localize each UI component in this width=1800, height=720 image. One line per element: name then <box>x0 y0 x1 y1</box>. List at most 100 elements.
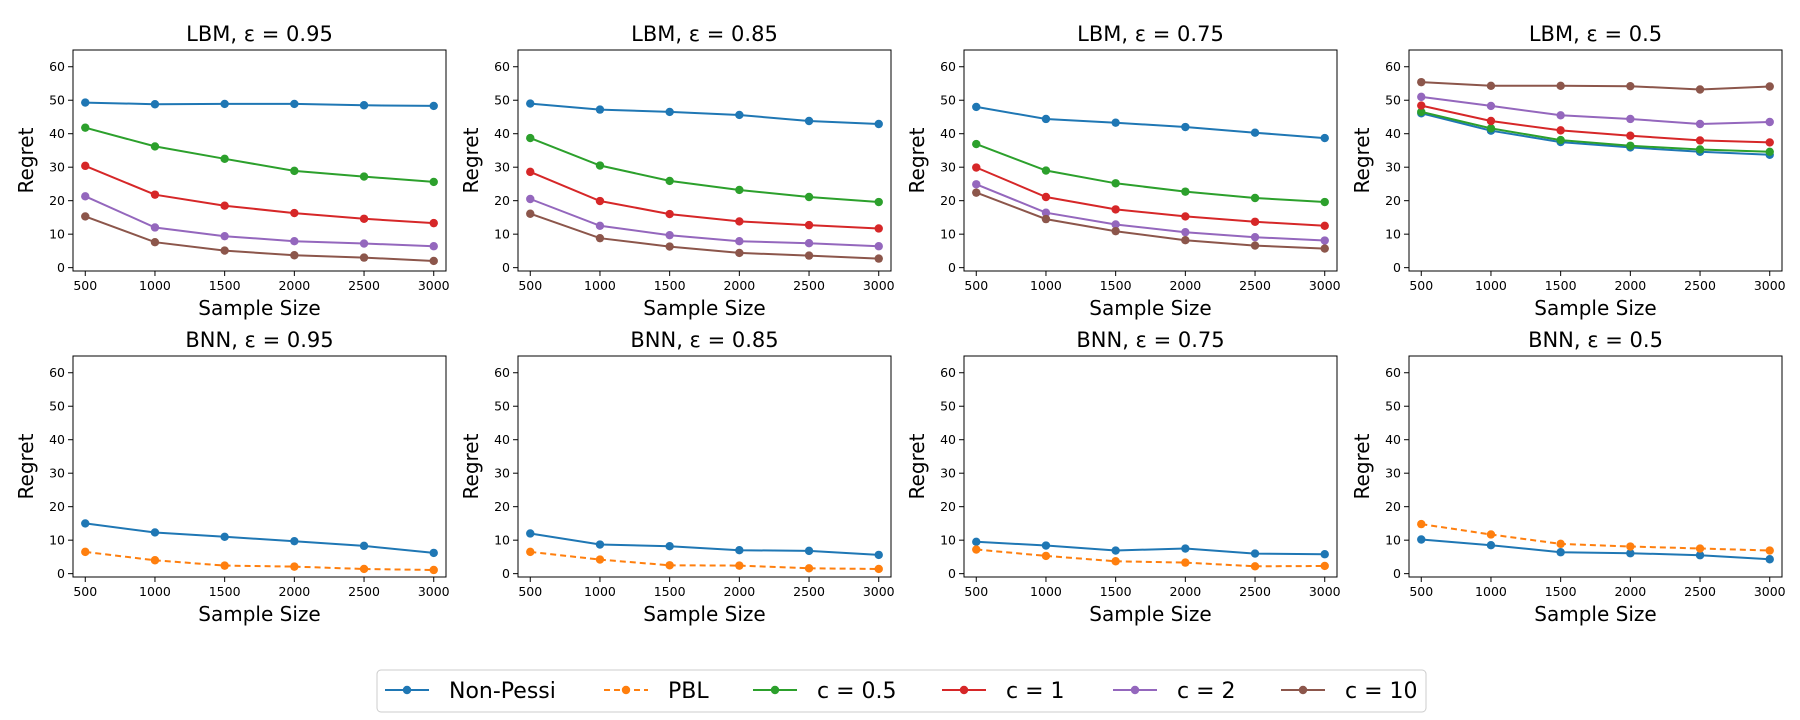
series-non-pessi <box>81 519 438 558</box>
y-tick-label: 40 <box>494 126 510 141</box>
panel-title: LBM, ε = 0.75 <box>1077 22 1224 46</box>
x-tick-label: 1000 <box>1475 584 1507 599</box>
series-non-pessi <box>972 102 1329 143</box>
y-tick-label: 40 <box>1385 126 1401 141</box>
data-point <box>1181 212 1190 221</box>
data-point <box>290 562 299 571</box>
x-tick-label: 3000 <box>418 584 450 599</box>
data-point <box>595 233 605 243</box>
panel-title: BNN, ε = 0.85 <box>630 328 778 352</box>
data-point <box>150 223 160 232</box>
data-point <box>1181 235 1190 245</box>
series-pbl <box>972 545 1329 571</box>
data-point <box>1417 107 1426 117</box>
data-point <box>81 98 90 107</box>
series-non-pessi <box>526 99 883 129</box>
data-point <box>735 217 744 226</box>
series-c-0-5 <box>526 133 883 207</box>
data-point <box>1417 77 1426 87</box>
x-tick-label: 2500 <box>1684 584 1716 599</box>
y-axis-label: Regret <box>14 433 38 499</box>
y-tick-label: 50 <box>49 93 65 108</box>
x-tick-label: 2000 <box>1614 584 1646 599</box>
x-tick-label: 3000 <box>1754 584 1786 599</box>
x-tick-label: 500 <box>964 278 988 293</box>
y-tick-label: 60 <box>49 365 65 380</box>
x-tick-label: 2500 <box>793 278 825 293</box>
x-tick-label: 2500 <box>1239 584 1271 599</box>
y-tick-label: 50 <box>940 93 956 108</box>
panel-4: LBM, ε = 0.5 500 1000 1500 2000 2500 3000 0 10 20… <box>1350 22 1786 320</box>
y-tick-label: 30 <box>1385 160 1401 175</box>
data-point <box>1765 82 1774 91</box>
x-tick-label: 2500 <box>348 278 380 293</box>
y-tick-label: 0 <box>1393 260 1401 275</box>
legend-entry-pbl: PBL <box>604 679 709 704</box>
data-point <box>1250 128 1260 137</box>
data-point <box>429 101 438 111</box>
x-tick-label: 1000 <box>1030 278 1062 293</box>
data-point <box>81 161 90 171</box>
y-tick-label: 20 <box>494 193 510 208</box>
x-tick-label: 2000 <box>723 278 755 293</box>
series-non-pessi <box>81 98 438 111</box>
x-tick-label: 2500 <box>1684 278 1716 293</box>
data-point <box>359 564 369 574</box>
data-point <box>1556 81 1565 91</box>
y-tick-label: 20 <box>940 193 956 208</box>
data-point <box>1765 147 1774 156</box>
x-tick-label: 2000 <box>1169 584 1201 599</box>
y-tick-label: 40 <box>49 126 65 141</box>
x-tick-label: 500 <box>73 584 97 599</box>
data-point <box>665 209 674 219</box>
legend-entry-non-pessi: Non-Pessi <box>385 679 556 704</box>
x-tick-label: 2000 <box>1614 278 1646 293</box>
x-tick-label: 500 <box>964 584 988 599</box>
series-c-2 <box>526 194 883 251</box>
y-tick-label: 10 <box>494 533 510 548</box>
x-tick-label: 1500 <box>1100 584 1132 599</box>
y-tick-label: 20 <box>940 499 956 514</box>
legend: Non-Pessi PBL c = 0.5 c = 1 c = 2 c = 10 <box>376 669 1427 713</box>
data-point <box>429 242 438 251</box>
data-point <box>526 209 535 218</box>
x-tick-label: 1500 <box>209 278 241 293</box>
series-c-2 <box>81 192 438 251</box>
data-point <box>1041 114 1051 124</box>
series-line <box>1421 95 1770 126</box>
x-axis-label: Sample Size <box>198 602 320 626</box>
data-point <box>972 188 981 197</box>
data-point <box>1556 548 1565 557</box>
x-tick-label: 1500 <box>654 584 686 599</box>
y-tick-label: 30 <box>1385 466 1401 481</box>
series-line <box>1421 81 1770 91</box>
y-tick-label: 50 <box>940 399 956 414</box>
data-point <box>81 212 90 221</box>
y-tick-label: 30 <box>49 160 65 175</box>
data-point <box>220 201 229 210</box>
legend-marker <box>770 685 780 695</box>
series-c-2 <box>972 180 1329 245</box>
data-point <box>665 230 674 240</box>
series-c-10 <box>81 212 438 266</box>
panel-title: LBM, ε = 0.95 <box>186 22 333 46</box>
data-point <box>359 541 369 551</box>
y-tick-label: 30 <box>940 160 956 175</box>
data-point <box>150 142 160 151</box>
legend-box <box>376 669 1427 713</box>
data-point <box>429 565 438 575</box>
data-point <box>735 236 744 246</box>
data-point <box>804 192 814 202</box>
data-point <box>1486 530 1496 539</box>
data-point <box>1626 542 1635 551</box>
data-point <box>1111 118 1120 127</box>
data-point <box>526 547 535 557</box>
data-point <box>595 540 605 549</box>
data-point <box>220 561 229 570</box>
series-c-10 <box>526 209 883 263</box>
data-point <box>526 529 535 538</box>
data-point <box>595 196 605 206</box>
y-tick-label: 30 <box>940 466 956 481</box>
series-c-1 <box>1417 101 1774 147</box>
series-line <box>85 550 434 571</box>
